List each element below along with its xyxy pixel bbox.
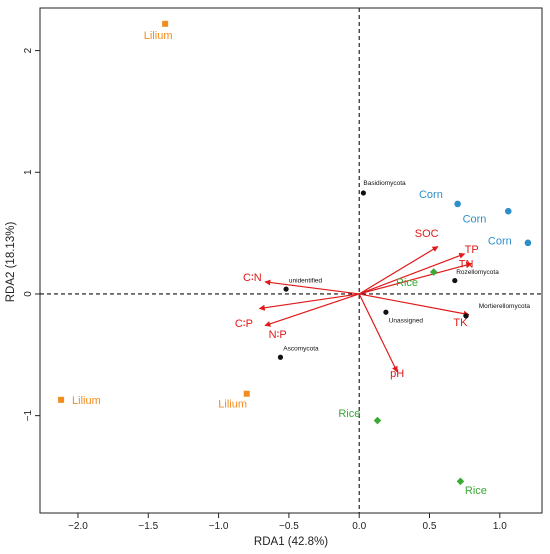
x-tick-label: −1.0: [209, 521, 229, 532]
vector-arrow: [258, 293, 360, 311]
x-tick-label: 1.0: [493, 521, 507, 532]
x-tick-label: −0.5: [279, 521, 299, 532]
y-tick-label: 2: [23, 47, 34, 53]
vector-arrow: [264, 293, 360, 327]
vector-arrow: [359, 293, 470, 317]
sample-label-lilium: Lilium: [144, 30, 173, 42]
taxon-point: [452, 277, 458, 284]
x-axis-title: RDA1 (42.8%): [254, 536, 328, 548]
y-tick-label: 1: [23, 169, 34, 175]
vector-label: N∶P: [269, 329, 287, 341]
taxon-label: unidentified: [289, 278, 323, 285]
x-tick-label: −2.0: [68, 521, 88, 532]
taxon-point: [383, 309, 389, 315]
sample-point-rice: [456, 477, 465, 486]
sample-label-corn: Corn: [488, 235, 512, 247]
taxon-point: [360, 190, 367, 196]
vector-label: C∶P: [235, 318, 253, 330]
vector-label: C∶N: [243, 272, 262, 284]
vector-arrow: [358, 293, 398, 373]
sample-label-rice: Rice: [396, 277, 418, 289]
sample-label-rice: Rice: [338, 408, 360, 420]
x-tick-label: 0.0: [352, 521, 366, 532]
x-tick-label: 0.5: [423, 521, 437, 532]
sample-label-corn: Corn: [463, 214, 487, 226]
vector-arrow: [264, 279, 360, 295]
vector-arrow: [358, 252, 466, 295]
sample-point-lilium: [58, 396, 65, 403]
plot-frame: [39, 7, 543, 514]
y-tick-label: 0: [23, 291, 34, 297]
sample-label-lilium: Lilium: [218, 398, 247, 410]
y-axis-title: RDA2 (18.13%): [5, 222, 17, 303]
sample-label-corn: Corn: [419, 189, 443, 201]
taxon-point: [277, 354, 284, 360]
vector-label: TP: [465, 244, 479, 256]
sample-point-lilium: [243, 390, 250, 397]
sample-point-corn: [524, 239, 532, 247]
taxon-point: [463, 313, 469, 319]
vector-label: TN: [459, 259, 474, 271]
taxon-label: Mortierellomycota: [479, 303, 531, 310]
taxon-label: Ascomycota: [283, 346, 319, 353]
taxon-label: Basidiomycota: [363, 180, 406, 187]
taxon-point: [283, 286, 289, 292]
sample-point-rice: [373, 416, 382, 425]
vector-label: SOC: [415, 228, 439, 240]
sample-label-lilium: Lilium: [72, 395, 101, 407]
sample-point-lilium: [162, 20, 169, 27]
sample-label-rice: Rice: [465, 485, 487, 497]
y-tick-label: −1: [23, 410, 34, 422]
taxon-label: Rozellomycota: [456, 269, 499, 276]
taxon-label: Unassigned: [389, 318, 424, 325]
vector-label: pH: [390, 368, 404, 380]
vector-label: TK: [453, 317, 468, 329]
sample-point-corn: [504, 207, 512, 215]
x-tick-label: −1.5: [138, 521, 158, 532]
sample-point-corn: [454, 200, 461, 208]
vector-arrow: [359, 262, 473, 295]
sample-point-rice: [429, 268, 438, 276]
vector-arrow: [358, 245, 439, 295]
